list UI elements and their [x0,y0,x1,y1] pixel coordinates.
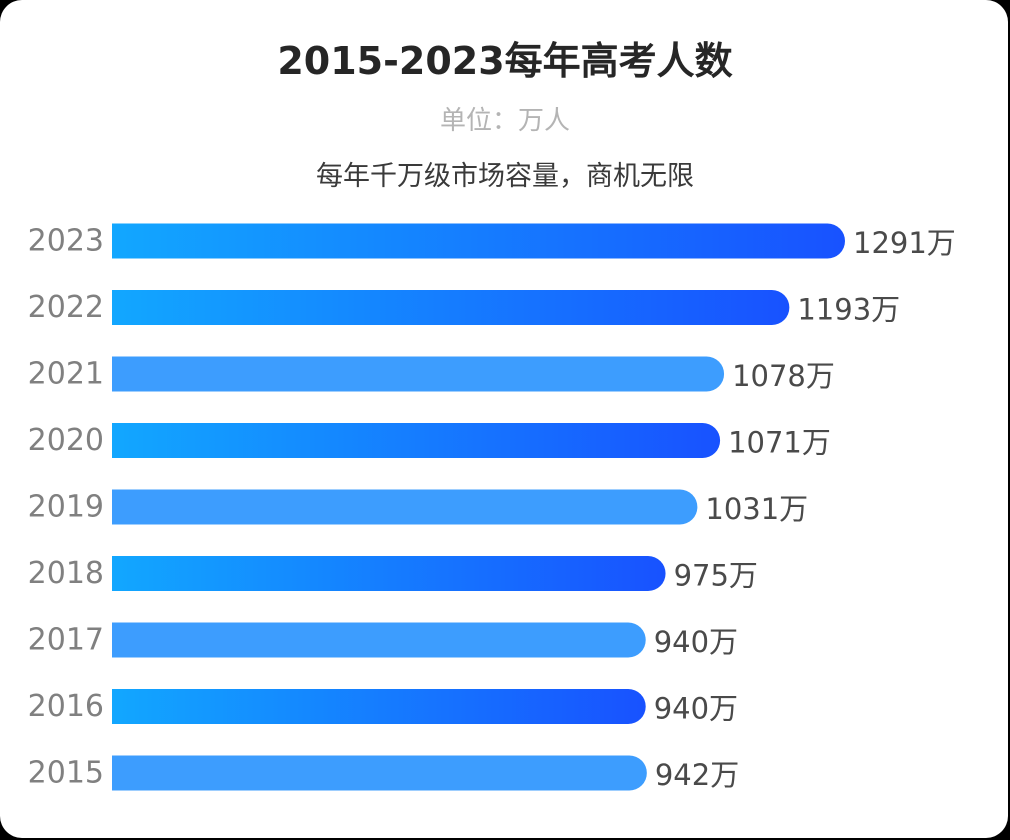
year-label-2023: 2023 [28,224,104,259]
bar-2023 [112,223,845,259]
value-label-2018: 975万 [674,559,758,593]
value-label-2020: 1071万 [728,426,831,460]
value-label-2022: 1193万 [797,293,900,327]
value-label-2019: 1031万 [705,492,808,526]
chart-subtitle: 每年千万级市场容量，商机无限 [316,161,694,192]
year-label-2017: 2017 [28,623,104,658]
bar-2019 [112,489,698,525]
bar-2018 [112,556,666,591]
year-label-2016: 2016 [28,689,104,724]
value-label-2021: 1078万 [732,359,835,393]
chart-unit-label: 单位：万人 [439,106,570,136]
year-label-2015: 2015 [28,756,104,791]
value-label-2023: 1291万 [853,226,956,260]
year-label-2019: 2019 [28,490,104,525]
year-label-2018: 2018 [28,556,104,591]
value-label-2017: 940万 [654,625,738,659]
year-label-2021: 2021 [28,357,104,392]
bar-2017 [112,622,646,658]
year-label-2020: 2020 [28,423,104,458]
bar-2020 [112,423,721,458]
bar-2021 [112,356,725,392]
value-label-2015: 942万 [655,758,739,792]
bar-2016 [112,689,646,724]
bar-2022 [112,290,790,325]
value-label-2016: 940万 [654,692,738,726]
chart-title: 2015-2023每年高考人数 [277,39,733,83]
bar-2015 [112,755,647,791]
year-label-2022: 2022 [28,290,104,325]
